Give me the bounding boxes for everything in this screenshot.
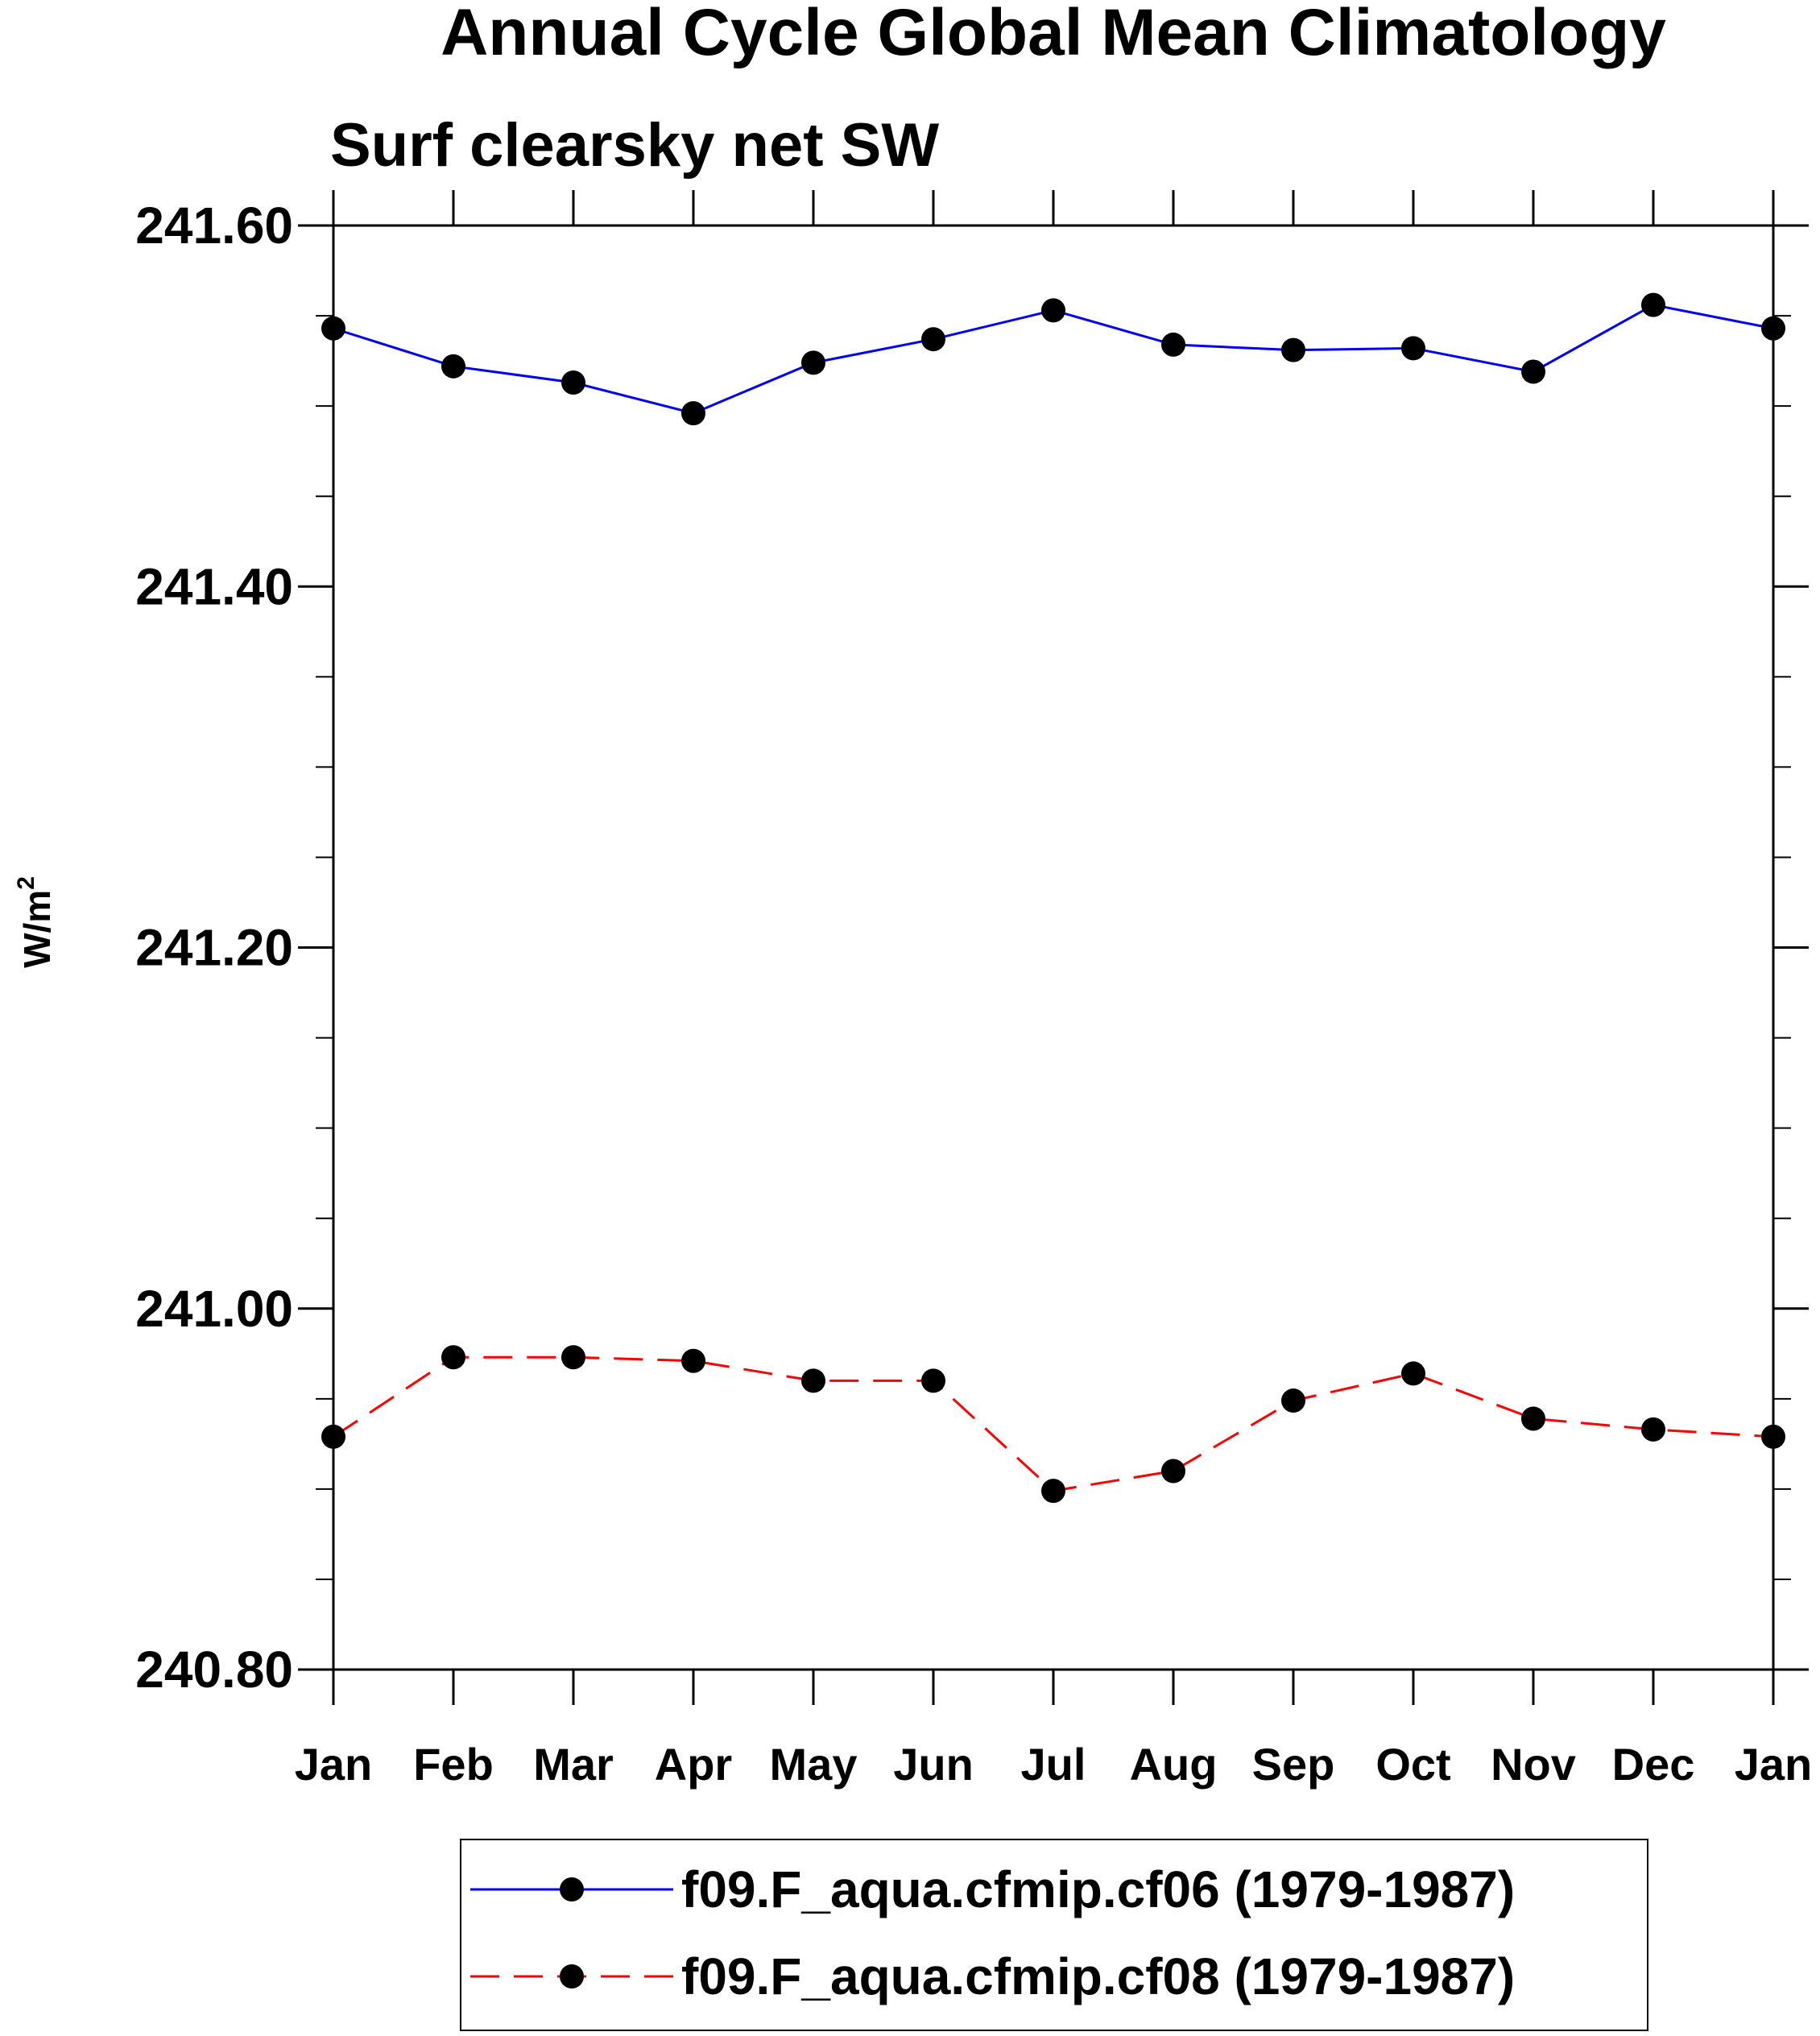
y-tick-label: 241.60 xyxy=(135,197,293,254)
y-axis-label-text: W/m xyxy=(16,890,58,968)
x-tick-label: May xyxy=(770,1739,858,1790)
x-tick-label: Jul xyxy=(1021,1739,1086,1790)
series-1-point xyxy=(681,401,705,426)
series-1-point xyxy=(1761,316,1785,341)
legend-box xyxy=(460,1839,1648,2031)
series-2 xyxy=(321,1345,1785,1504)
y-tick-label: 240.80 xyxy=(135,1641,293,1699)
series-2-point xyxy=(1401,1361,1425,1386)
series-1-point xyxy=(1281,337,1305,362)
series-2-point xyxy=(921,1368,945,1393)
series-1-point xyxy=(1521,359,1545,384)
series-2-point xyxy=(801,1368,825,1393)
y-axis-label-superscript: 2 xyxy=(13,876,39,890)
series-2-point xyxy=(1281,1388,1305,1413)
x-tick-label: Oct xyxy=(1375,1739,1450,1790)
series-2-point xyxy=(1521,1406,1545,1431)
x-tick-label: Aug xyxy=(1130,1739,1218,1790)
legend-label-1: f09.F_aqua.cfmip.cf06 (1979-1987) xyxy=(681,1860,1515,1918)
y-tick-label: 241.20 xyxy=(135,919,293,977)
x-tick-label: Jun xyxy=(893,1739,974,1790)
series-2-point xyxy=(561,1345,585,1370)
x-tick-label: Sep xyxy=(1252,1739,1335,1790)
x-tick-label: Jan xyxy=(295,1739,373,1790)
series-2-point xyxy=(1041,1479,1065,1504)
svg-text:W/m2: W/m2 xyxy=(13,876,58,968)
x-tick-label: Nov xyxy=(1491,1739,1576,1790)
series-1-point xyxy=(561,370,585,395)
series-1-point xyxy=(441,354,465,379)
series-2-point xyxy=(441,1345,465,1370)
series-1-point xyxy=(921,327,945,352)
series-1-point xyxy=(321,316,345,341)
legend: f09.F_aqua.cfmip.cf06 (1979-1987) f09.F_a… xyxy=(460,1839,1648,2031)
x-tick-label: Jan xyxy=(1735,1739,1813,1790)
chart-title: Annual Cycle Global Mean Climatology xyxy=(441,0,1666,69)
legend-marker-2 xyxy=(560,1964,584,1988)
legend-marker-1 xyxy=(560,1877,584,1902)
y-axis-label: W/m2 xyxy=(13,876,58,968)
x-tick-label: Apr xyxy=(655,1739,732,1790)
series-1-point xyxy=(1641,292,1665,317)
plot-frame xyxy=(332,224,1775,1671)
series-1-point xyxy=(1041,298,1065,323)
series-1 xyxy=(321,292,1785,426)
series-2-point xyxy=(681,1348,705,1373)
series-1-point xyxy=(1401,336,1425,361)
legend-label-2: f09.F_aqua.cfmip.cf08 (1979-1987) xyxy=(681,1947,1515,2005)
y-tick-label: 241.00 xyxy=(135,1280,293,1338)
chart-subtitle: Surf clearsky net SW xyxy=(330,111,939,180)
series-1-point xyxy=(1161,332,1185,357)
x-tick-label: Mar xyxy=(533,1739,614,1790)
series-2-point xyxy=(1761,1424,1785,1449)
series-2-point xyxy=(321,1424,345,1449)
series-2-point xyxy=(1161,1459,1185,1484)
series-2-line xyxy=(333,1355,1774,1492)
axes: 240.80 241.00 241.20 241.40 241.60 Jan Feb Mar A… xyxy=(135,190,1812,1790)
series-2-point xyxy=(1641,1417,1665,1442)
x-tick-label: Dec xyxy=(1612,1739,1695,1790)
y-tick-label: 241.40 xyxy=(135,557,293,615)
series-1-point xyxy=(801,350,825,375)
x-tick-label: Feb xyxy=(413,1739,494,1790)
series-layer xyxy=(321,292,1785,1504)
